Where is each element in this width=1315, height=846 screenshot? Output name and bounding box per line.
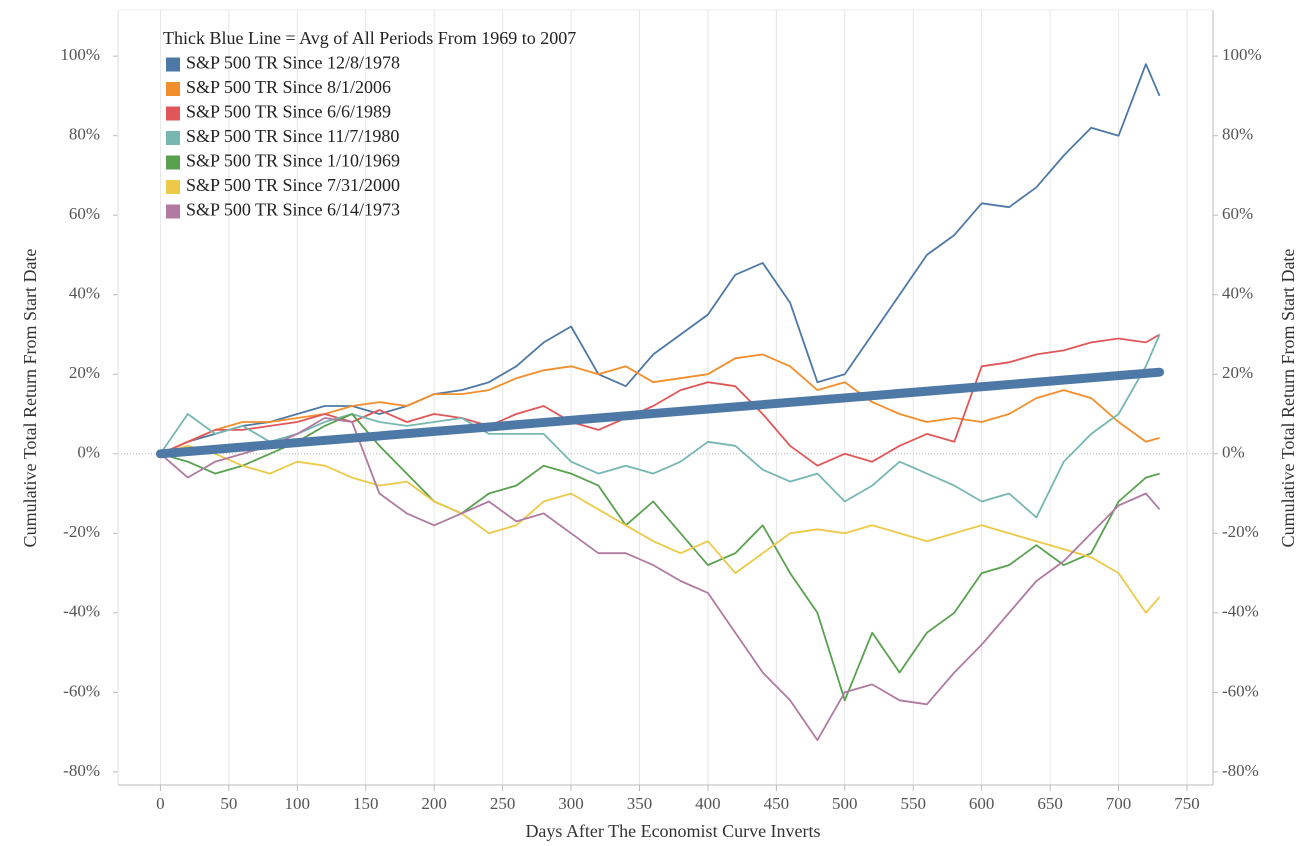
y-tick-label: 20% — [69, 363, 100, 382]
legend-swatch — [166, 106, 180, 121]
legend-label: S&P 500 TR Since 11/7/1980 — [186, 126, 399, 146]
x-tick-label: 50 — [220, 794, 237, 813]
y-tick-label: -80% — [63, 761, 100, 780]
x-tick-label: 400 — [695, 794, 721, 813]
y2-axis-label: Cumulative Total Return From Start Date — [1278, 249, 1298, 548]
y-tick-label: 100% — [60, 45, 100, 64]
series-line — [160, 333, 1161, 467]
x-tick-label: 200 — [421, 794, 447, 813]
y-tick-label: -60% — [63, 681, 100, 700]
x-tick-label: 550 — [900, 794, 926, 813]
y-tick-label: -40% — [63, 602, 100, 621]
legend-title: Thick Blue Line = Avg of All Periods Fro… — [163, 28, 576, 48]
series-line — [160, 444, 1161, 614]
x-tick-label: 500 — [832, 794, 858, 813]
legend-label: S&P 500 TR Since 7/31/2000 — [186, 175, 400, 195]
series-line — [160, 63, 1161, 455]
y2-tick-label: -20% — [1222, 522, 1259, 541]
y-tick-label: 40% — [69, 284, 100, 303]
series-line — [160, 413, 1160, 702]
y2-tick-label: -80% — [1222, 761, 1259, 780]
legend-label: S&P 500 TR Since 1/10/1969 — [186, 151, 400, 171]
x-tick-label: 650 — [1037, 794, 1063, 813]
legend-label: S&P 500 TR Since 6/6/1989 — [186, 102, 391, 122]
x-tick-label: 300 — [558, 794, 584, 813]
y-tick-label: 0% — [77, 443, 100, 462]
y2-tick-label: -60% — [1222, 681, 1259, 700]
legend-swatch — [166, 180, 180, 194]
x-tick-label: 750 — [1174, 794, 1200, 813]
y2-tick-label: 60% — [1222, 204, 1253, 223]
x-tick-label: 350 — [627, 794, 653, 813]
legend-label: S&P 500 TR Since 6/14/1973 — [186, 200, 400, 220]
legend-swatch — [166, 131, 180, 145]
legend-label: S&P 500 TR Since 12/8/1978 — [186, 53, 400, 73]
y-tick-label: 60% — [69, 204, 100, 223]
y2-tick-label: 0% — [1222, 443, 1245, 462]
legend-label: S&P 500 TR Since 8/1/2006 — [186, 77, 391, 97]
legend-swatch — [166, 82, 180, 96]
average-line — [155, 367, 1165, 459]
x-tick-label: 250 — [490, 794, 516, 813]
x-axis-label: Days After The Economist Curve Inverts — [525, 821, 820, 841]
legend-swatch — [166, 204, 180, 219]
x-tick-label: 0 — [156, 794, 165, 813]
x-tick-label: 600 — [969, 794, 995, 813]
series-line — [159, 417, 1161, 741]
y-axis-label: Cumulative Total Return From Start Date — [20, 249, 40, 548]
y-tick-label: 80% — [69, 125, 100, 144]
series-line — [159, 334, 1161, 519]
legend-swatch — [166, 155, 180, 170]
y2-tick-label: 40% — [1222, 284, 1253, 303]
series-line — [160, 353, 1160, 455]
x-tick-label: 450 — [764, 794, 790, 813]
x-tick-label: 100 — [285, 794, 311, 813]
y2-tick-label: -40% — [1222, 602, 1259, 621]
x-tick-label: 700 — [1106, 794, 1132, 813]
y2-tick-label: 100% — [1222, 45, 1262, 64]
x-tick-label: 150 — [353, 794, 379, 813]
legend-swatch — [166, 57, 180, 72]
y-tick-label: -20% — [63, 522, 100, 541]
y2-tick-label: 80% — [1222, 125, 1253, 144]
y2-tick-label: 20% — [1222, 363, 1253, 382]
